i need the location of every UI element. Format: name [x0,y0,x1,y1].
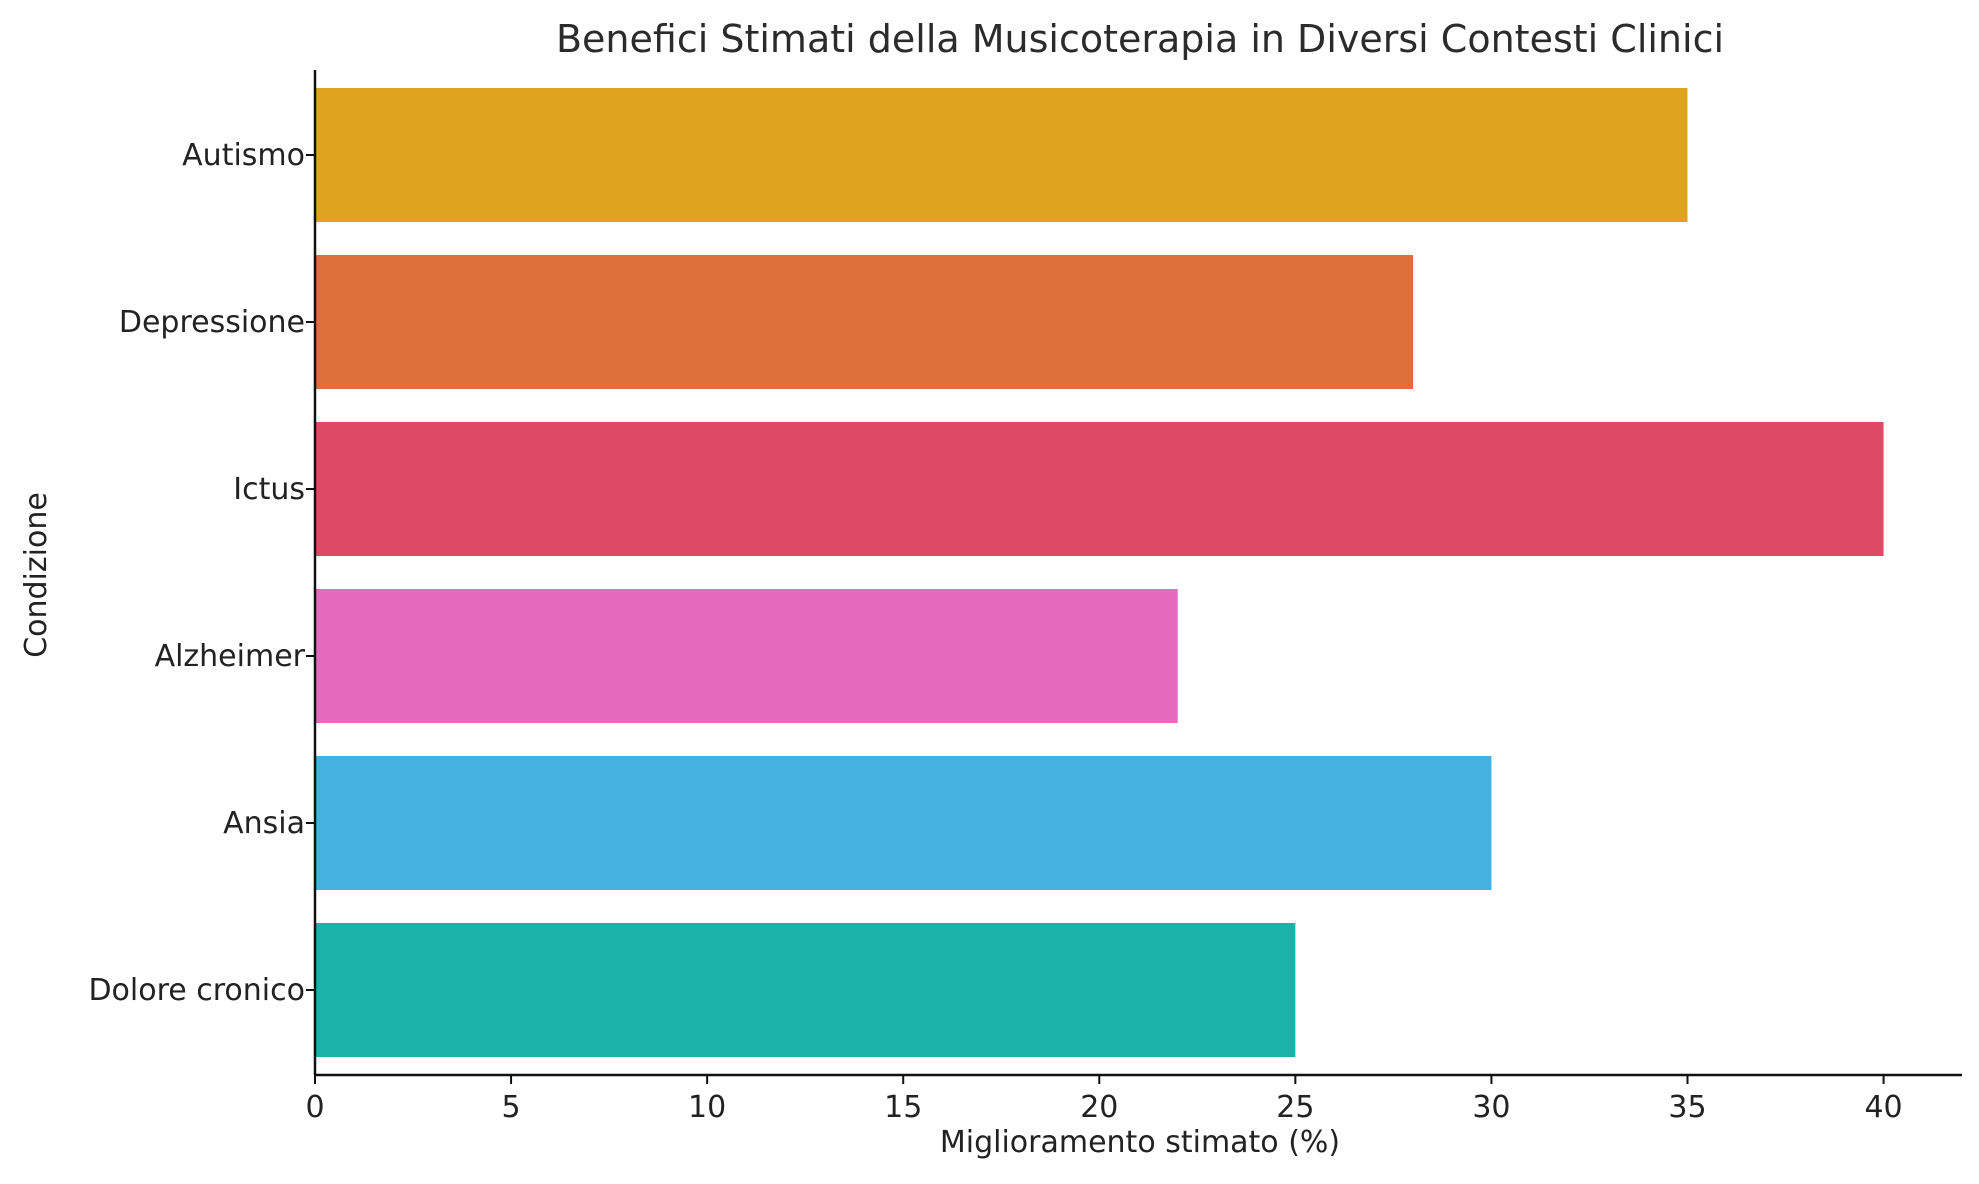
x-tick-label: 40 [1864,1090,1902,1125]
bar-dolore-cronico [315,923,1296,1057]
y-tick-label: Autismo [182,138,305,173]
y-tick-label: Alzheimer [155,639,306,674]
y-tick-label: Dolore cronico [88,973,305,1008]
x-tick-label: 10 [688,1090,726,1125]
y-axis-ticks: Autismo Depressione Ictus Alzheimer Ansia Dol… [88,138,315,1008]
chart-title: Benefici Stimati della Musicoterapia in … [556,17,1724,61]
x-tick-label: 15 [884,1090,922,1125]
bars-layer [315,88,1884,1057]
y-tick-label: Ansia [223,806,305,841]
bar-ansia [315,756,1492,890]
x-axis-ticks: 0 5 10 15 20 25 30 35 40 [305,1075,1903,1125]
x-tick-label: 35 [1668,1090,1706,1125]
bar-ictus [315,422,1884,556]
y-tick-label: Ictus [233,472,305,507]
x-tick-label: 30 [1472,1090,1510,1125]
x-tick-label: 25 [1276,1090,1314,1125]
x-tick-label: 5 [502,1090,521,1125]
y-axis-label: Condizione [19,492,54,658]
bar-alzheimer [315,589,1178,723]
y-tick-label: Depressione [119,305,305,340]
x-tick-label: 20 [1080,1090,1118,1125]
bar-depressione [315,255,1413,389]
x-tick-label: 0 [305,1090,324,1125]
x-axis-label: Miglioramento stimato (%) [940,1125,1340,1160]
bar-autismo [315,88,1688,222]
